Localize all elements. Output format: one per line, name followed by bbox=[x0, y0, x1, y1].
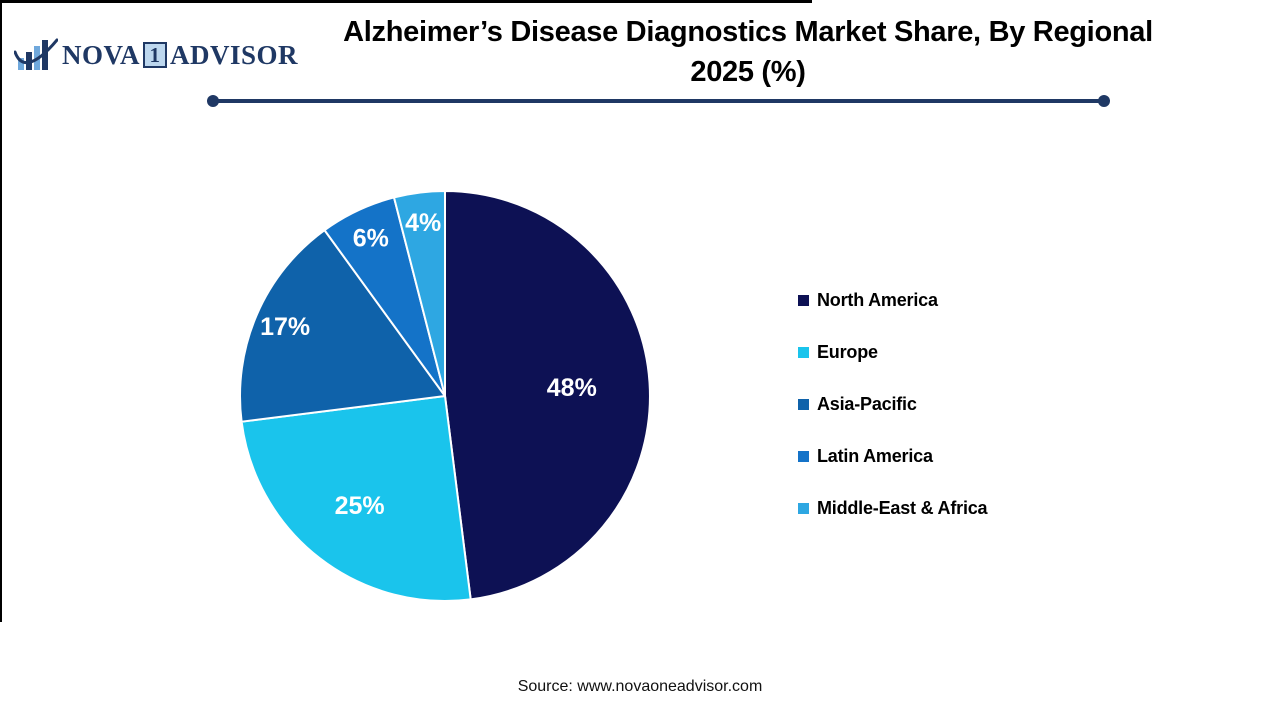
legend-label-asia-pacific: Asia-Pacific bbox=[817, 394, 917, 414]
pie-svg: 48% 25% 17% 6% 4% bbox=[239, 190, 651, 602]
pie-slice-asia-pacific bbox=[239, 229, 446, 423]
legend-item-middle-east-africa: Middle-East & Africa bbox=[798, 498, 988, 518]
title-underline bbox=[209, 99, 1104, 103]
brand-name-part2: ADVISOR bbox=[170, 39, 299, 70]
source-text: Source: www.novaoneadvisor.com bbox=[517, 678, 763, 695]
legend-item-north-america: North America bbox=[798, 290, 987, 310]
brand-logo: NOVA 1 ADVISOR bbox=[14, 34, 298, 76]
brand-name: NOVA 1 ADVISOR bbox=[62, 39, 299, 70]
chart-title-line1: Alzheimer’s Disease Diagnostics Market S… bbox=[343, 16, 1153, 48]
brand-name-part1: NOVA bbox=[62, 39, 141, 70]
pie-data-label-latin-america: 6% bbox=[353, 224, 389, 252]
pie-data-label-europe: 25% bbox=[335, 492, 385, 520]
pie-data-label-asia-pacific: 17% bbox=[260, 313, 310, 341]
frame-edge-top bbox=[0, 0, 812, 3]
pie-chart: 48% 25% 17% 6% 4% bbox=[237, 188, 653, 604]
pie-slice-middle-east-africa bbox=[393, 190, 446, 397]
legend-item-europe: Europe bbox=[798, 342, 987, 362]
title-underline-dot-right bbox=[1098, 95, 1110, 107]
frame-edge-left bbox=[0, 0, 2, 622]
legend-marker-middle-east-africa bbox=[798, 502, 809, 514]
pie-data-label-north-america: 48% bbox=[547, 374, 597, 402]
chart-title: Alzheimer’s Disease Diagnostics Market S… bbox=[216, 12, 1280, 92]
bar-chart-swoosh-icon bbox=[14, 38, 58, 70]
legend-label-latin-america: Latin America bbox=[817, 446, 933, 466]
legend-label-middle-east-africa: Middle-East & Africa bbox=[817, 498, 988, 518]
brand-name-boxed-one: 1 bbox=[143, 42, 168, 68]
legend: North America Europe Asia-Pacific Latin Ame… bbox=[798, 290, 988, 518]
legend-marker-europe bbox=[798, 346, 809, 358]
legend-marker-latin-america bbox=[798, 450, 809, 462]
legend-marker-north-america bbox=[798, 294, 809, 306]
title-underline-dot-left bbox=[207, 95, 219, 107]
legend-item-asia-pacific: Asia-Pacific bbox=[798, 394, 987, 414]
legend-label-europe: Europe bbox=[817, 342, 878, 362]
chart-title-line2: 2025 (%) bbox=[690, 56, 806, 88]
pie-slice-europe bbox=[240, 395, 472, 602]
legend-item-latin-america: Latin America bbox=[798, 446, 987, 466]
pie-data-label-middle-east-africa: 4% bbox=[405, 209, 441, 237]
legend-label-north-america: North America bbox=[817, 290, 938, 310]
pie-slice-north-america bbox=[444, 190, 651, 601]
legend-marker-asia-pacific bbox=[798, 398, 809, 410]
